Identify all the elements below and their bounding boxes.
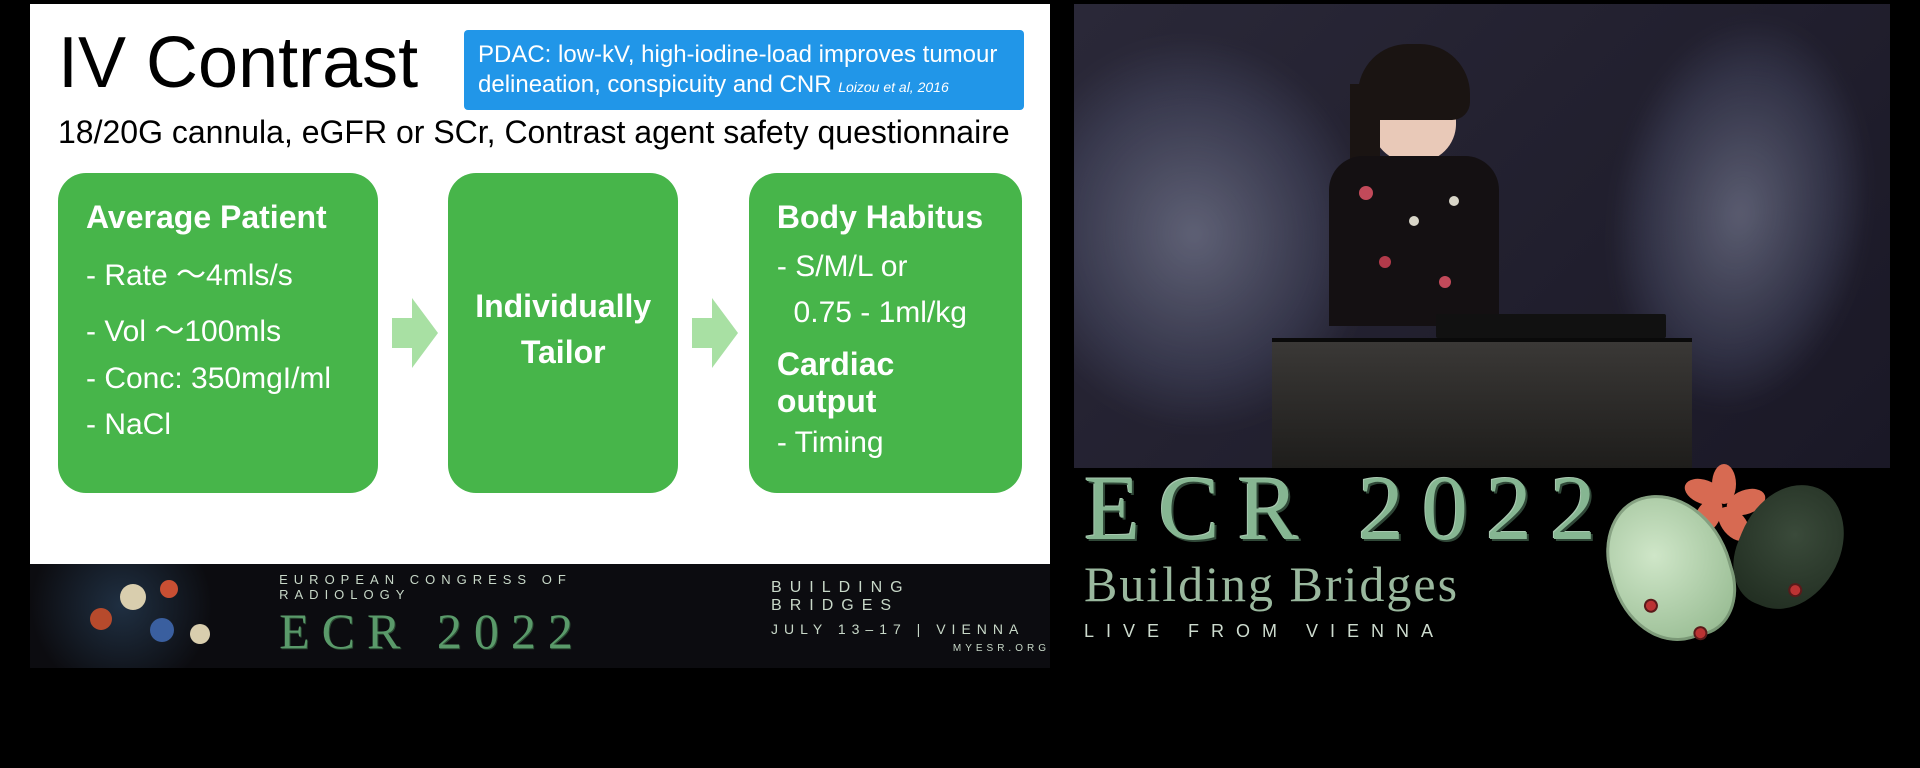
banner-org-block: EUROPEAN CONGRESS OF RADIOLOGY ECR 2022 <box>279 572 711 660</box>
slide-subtitle: 18/20G cannula, eGFR or SCr, Contrast ag… <box>58 114 1022 151</box>
card1-line: - Vol ～100mls <box>86 306 350 350</box>
branding-subline: LIVE FROM VIENNA <box>1084 621 1614 642</box>
branding-script: Building Bridges <box>1084 555 1614 613</box>
presenter-head <box>1372 58 1456 162</box>
banner-info-block: BUILDING BRIDGES JULY 13–17 | VIENNA MYE… <box>771 579 1050 654</box>
card-individually-tailor: Individually Tailor <box>448 173 678 493</box>
arrow-icon <box>692 298 735 368</box>
lower-banner: EUROPEAN CONGRESS OF RADIOLOGY ECR 2022 … <box>30 564 1050 668</box>
flow-row: Average Patient - Rate ～4mls/s - Vol ～10… <box>58 173 1022 493</box>
butterfly-icon <box>1610 472 1840 672</box>
presenter-figure <box>1329 58 1499 338</box>
banner-url: MYESR.ORG <box>771 643 1050 654</box>
card3-line: - S/M/L or <box>777 250 994 284</box>
banner-dates: JULY 13–17 | VIENNA <box>771 621 1050 637</box>
branding-logo: ECR 2022 <box>1084 455 1614 561</box>
card3-line: 0.75 - 1ml/kg <box>777 296 994 330</box>
card1-title: Average Patient <box>86 199 350 236</box>
event-branding: ECR 2022 Building Bridges LIVE FROM VIEN… <box>1074 462 1890 682</box>
card3-line: - Timing <box>777 426 994 460</box>
podium <box>1272 338 1692 468</box>
presentation-slide: IV Contrast PDAC: low-kV, high-iodine-lo… <box>30 4 1050 564</box>
presenter-hair <box>1358 44 1470 120</box>
laptop-icon <box>1436 314 1666 338</box>
card-average-patient: Average Patient - Rate ～4mls/s - Vol ～10… <box>58 173 378 493</box>
card3-title2: Cardiac output <box>777 346 994 420</box>
branding-text: ECR 2022 Building Bridges LIVE FROM VIEN… <box>1084 455 1614 642</box>
speaker-video <box>1074 4 1890 468</box>
card1-line: - Conc: 350mgI/ml <box>86 362 350 396</box>
callout-box: PDAC: low-kV, high-iodine-load improves … <box>464 30 1024 110</box>
banner-org: EUROPEAN CONGRESS OF RADIOLOGY <box>279 572 711 602</box>
banner-tagline: BUILDING BRIDGES <box>771 579 1050 615</box>
presenter-body <box>1329 156 1499 326</box>
bouquet-art <box>30 564 259 668</box>
arrow-icon <box>392 298 435 368</box>
card2-title-l2: Tailor <box>521 333 606 371</box>
callout-citation: Loizou et al, 2016 <box>838 79 949 95</box>
card3-title1: Body Habitus <box>777 199 994 236</box>
card1-line: - NaCl <box>86 408 350 442</box>
banner-logo: ECR 2022 <box>279 602 711 660</box>
card-body-habitus: Body Habitus - S/M/L or 0.75 - 1ml/kg Ca… <box>749 173 1022 493</box>
card1-line: - Rate ～4mls/s <box>86 250 350 294</box>
card2-title-l1: Individually <box>475 287 651 325</box>
